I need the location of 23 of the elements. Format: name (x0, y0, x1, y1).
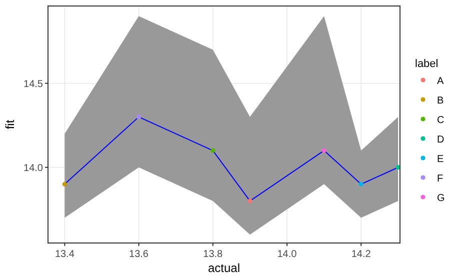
point (62, 182, 67, 186)
x-tick-label: 14.0 (277, 249, 298, 260)
legend-label: D (437, 134, 444, 146)
point (358, 182, 364, 186)
legend-label: G (437, 193, 445, 204)
x-axis-title: actual (208, 261, 240, 275)
legend-label: C (437, 115, 444, 126)
x-tick-label: 13.6 (129, 249, 149, 260)
legend-title: label (415, 58, 438, 70)
y-tick-label: 14.5 (24, 78, 44, 90)
legend-label: E (437, 154, 444, 165)
point (136, 114, 142, 120)
x-tick-label: 13.8 (203, 249, 224, 260)
legend-label: A (437, 76, 444, 87)
point (396, 165, 400, 170)
point (248, 198, 252, 204)
x-tick-label: 13.4 (54, 249, 75, 260)
point (322, 148, 326, 153)
legend-label: B (437, 96, 444, 106)
y-axis-title: fit (3, 119, 17, 130)
legend-label: F (437, 174, 444, 184)
point (210, 148, 216, 153)
x-tick-label: 14.2 (351, 249, 372, 260)
